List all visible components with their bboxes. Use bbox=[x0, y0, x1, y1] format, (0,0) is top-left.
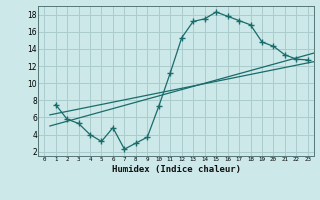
X-axis label: Humidex (Indice chaleur): Humidex (Indice chaleur) bbox=[111, 165, 241, 174]
